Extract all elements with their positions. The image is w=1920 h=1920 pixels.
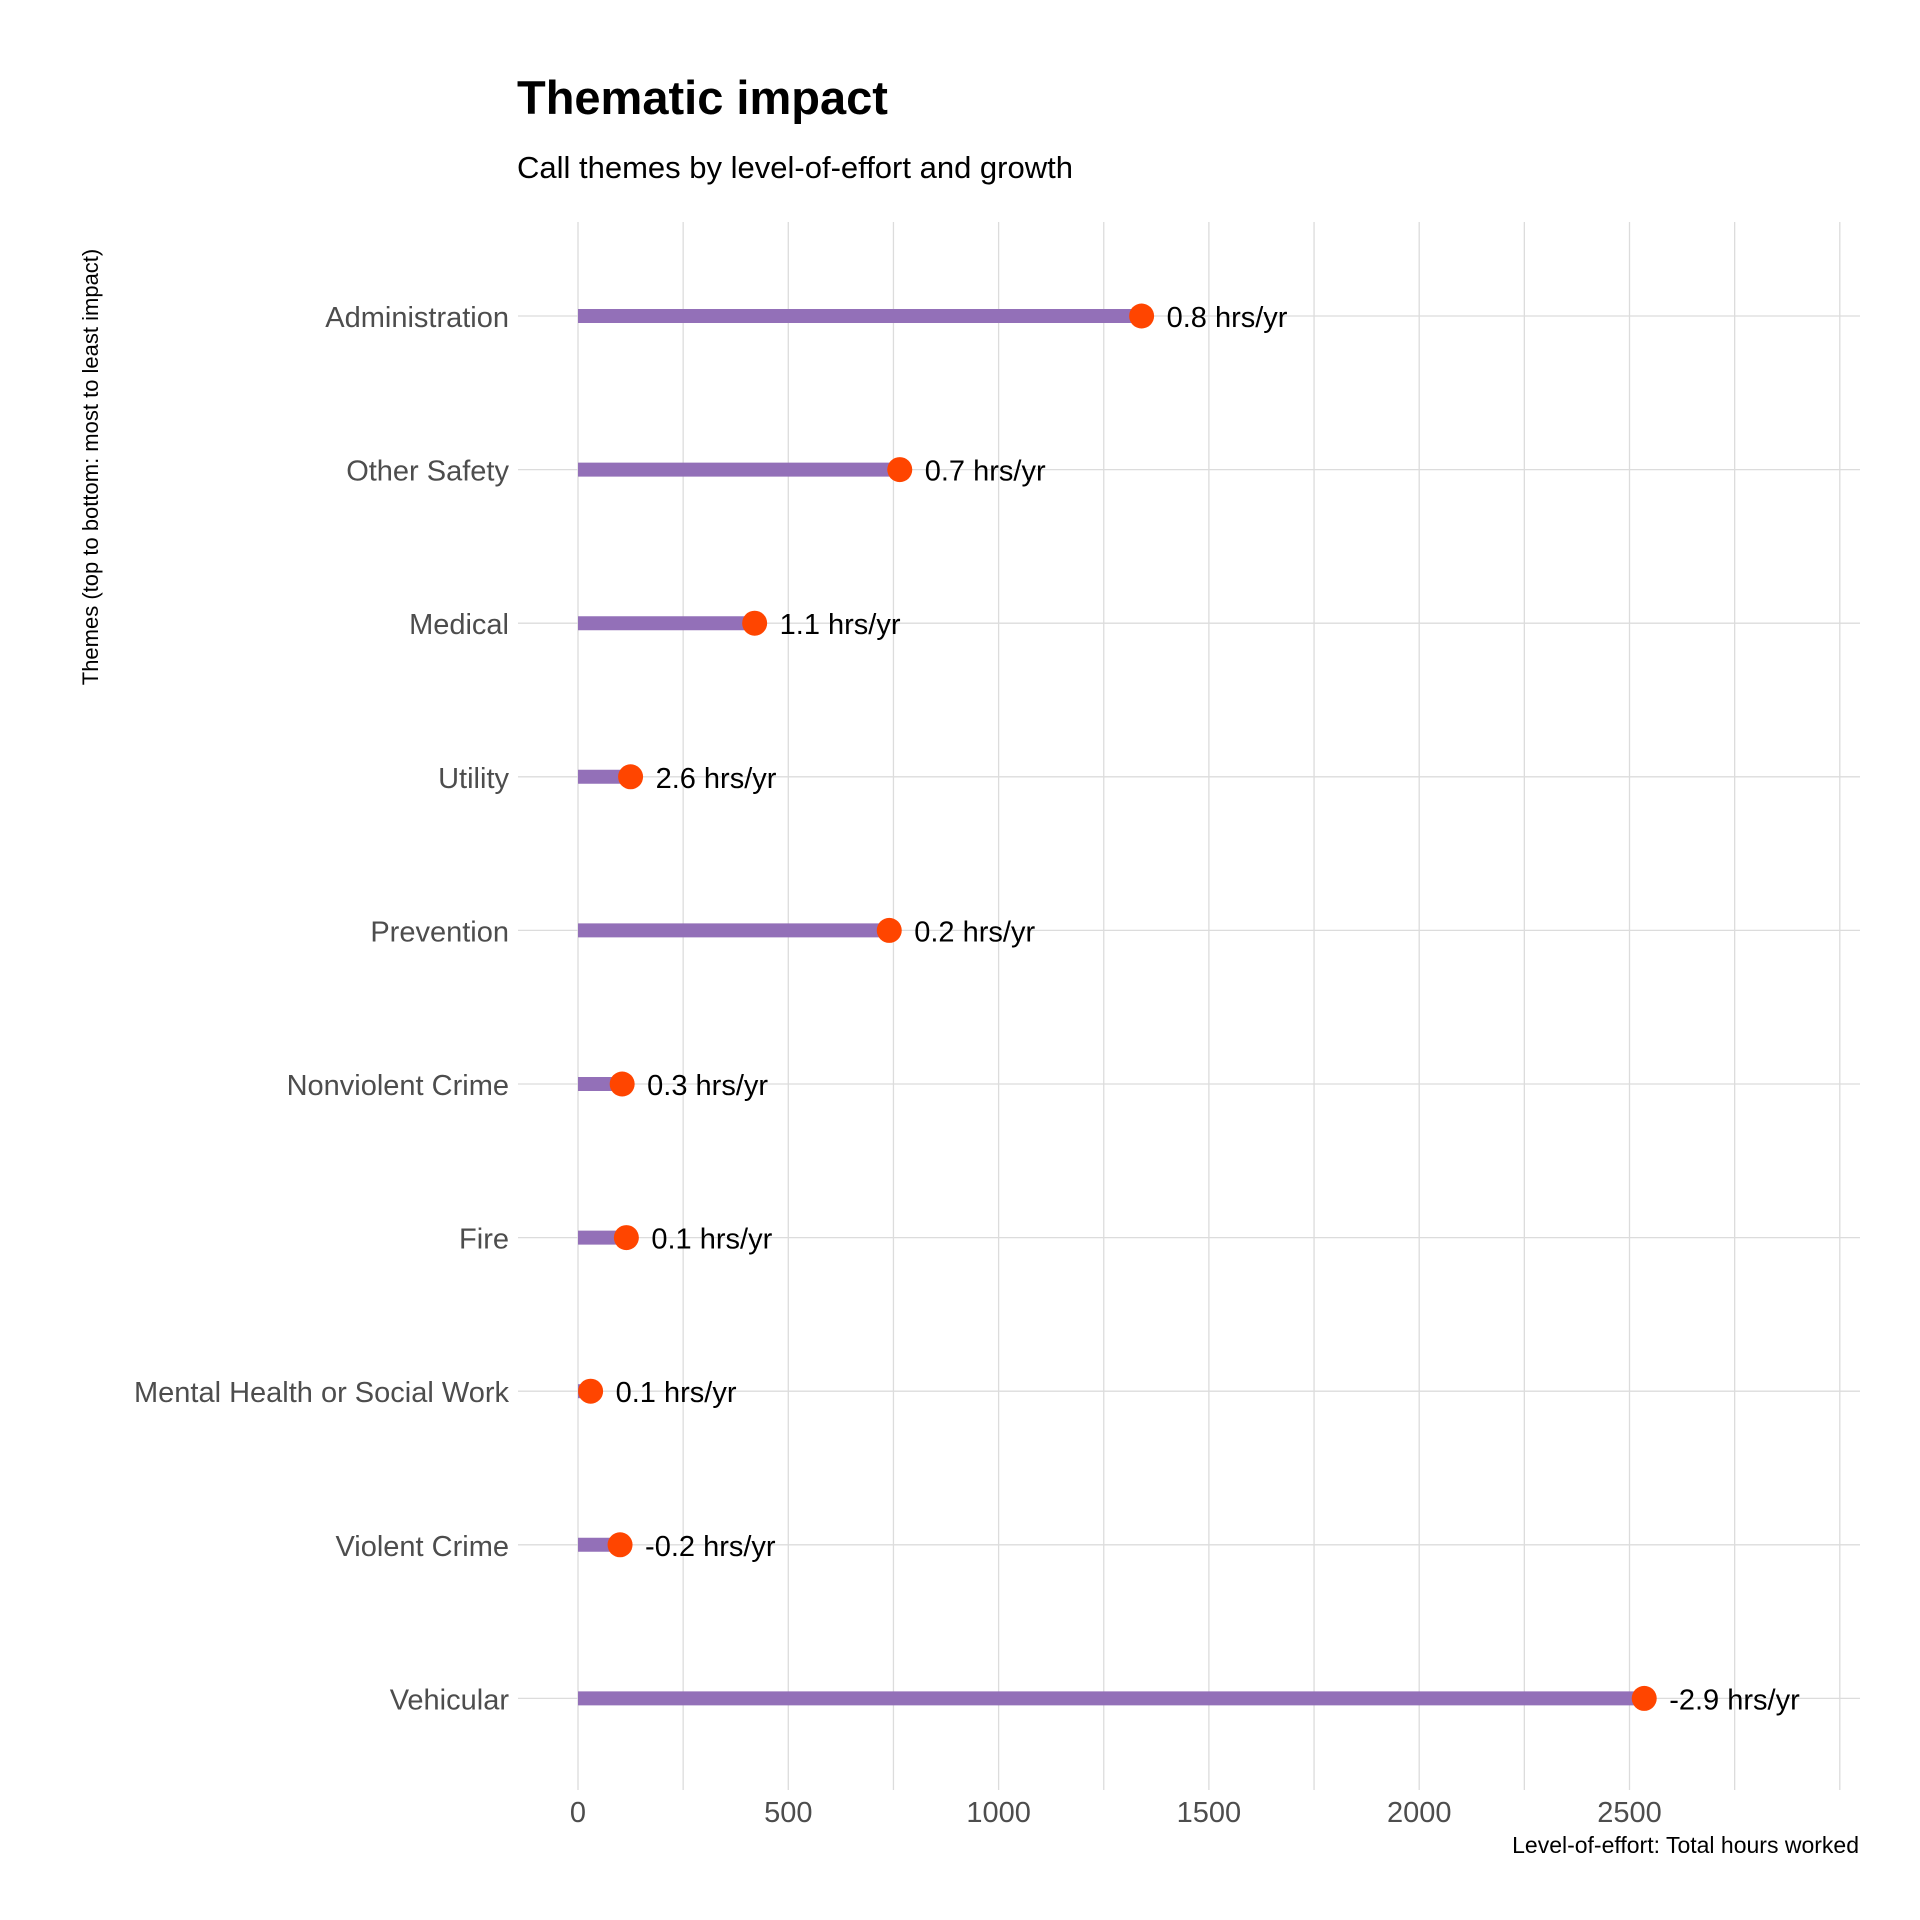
y-tick-label: Medical — [409, 609, 509, 641]
x-axis-label: Level-of-effort: Total hours worked — [1512, 1832, 1859, 1858]
x-tick-label: 0 — [570, 1797, 586, 1829]
lollipop-point — [1631, 1685, 1657, 1711]
x-tick-label: 1000 — [966, 1797, 1031, 1829]
y-tick-label: Fire — [459, 1224, 509, 1256]
lollipop-point — [578, 1378, 604, 1404]
data-label: -0.2 hrs/yr — [645, 1531, 776, 1563]
lollipop-point — [607, 1532, 633, 1558]
x-tick-label: 2500 — [1597, 1797, 1662, 1829]
data-label: 0.1 hrs/yr — [616, 1377, 737, 1409]
chart-subtitle: Call themes by level-of-effort and growt… — [517, 150, 1073, 185]
data-label: -2.9 hrs/yr — [1669, 1684, 1800, 1716]
lollipop-point — [1129, 303, 1155, 329]
y-tick-label: Violent Crime — [335, 1531, 509, 1563]
y-tick-label: Other Safety — [346, 456, 509, 488]
y-tick-label: Mental Health or Social Work — [134, 1377, 510, 1409]
data-label: 0.3 hrs/yr — [647, 1070, 768, 1102]
y-tick-label: Vehicular — [390, 1684, 510, 1716]
data-label: 1.1 hrs/yr — [780, 609, 901, 641]
y-tick-label: Utility — [438, 763, 509, 795]
data-label: 0.2 hrs/yr — [914, 916, 1035, 948]
lollipop-point — [742, 610, 768, 636]
x-tick-label: 500 — [764, 1797, 812, 1829]
data-label: 0.1 hrs/yr — [651, 1224, 772, 1256]
y-tick-label: Prevention — [370, 916, 509, 948]
lollipop-point — [887, 457, 913, 483]
x-tick-label: 1500 — [1177, 1797, 1242, 1829]
lollipop-point — [618, 764, 644, 790]
x-tick-label: 2000 — [1387, 1797, 1452, 1829]
lollipop-point — [876, 917, 902, 943]
chart-title: Thematic impact — [517, 71, 888, 124]
lollipop-point — [609, 1071, 635, 1097]
data-label: 2.6 hrs/yr — [656, 763, 777, 795]
y-tick-label: Nonviolent Crime — [287, 1070, 509, 1102]
data-label: 0.7 hrs/yr — [925, 456, 1046, 488]
y-tick-label: Administration — [325, 302, 509, 334]
data-label: 0.8 hrs/yr — [1167, 302, 1288, 334]
lollipop-point — [613, 1225, 639, 1251]
